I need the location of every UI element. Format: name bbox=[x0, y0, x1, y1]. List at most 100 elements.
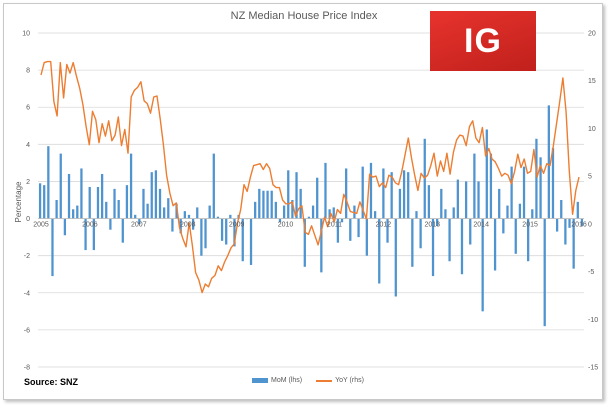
mom-bar bbox=[340, 218, 344, 223]
source-note: Source: SNZ bbox=[24, 377, 79, 387]
mom-bar bbox=[427, 185, 431, 219]
x-tick-label: 2007 bbox=[131, 222, 147, 229]
mom-bar bbox=[365, 218, 368, 256]
mom-bar bbox=[411, 218, 414, 267]
mom-bar bbox=[43, 185, 46, 219]
mom-bar bbox=[146, 203, 149, 219]
mom-bar bbox=[175, 203, 178, 219]
mom-bar bbox=[76, 205, 79, 219]
mom-bar bbox=[332, 207, 335, 219]
mom-bar bbox=[535, 138, 538, 219]
mom-bar bbox=[440, 188, 443, 219]
x-tick-label: 2010 bbox=[278, 222, 294, 229]
mom-bar bbox=[576, 201, 579, 219]
legend-label-mom: MoM (lhs) bbox=[271, 377, 303, 384]
mom-bar bbox=[415, 211, 418, 219]
mom-bar bbox=[555, 218, 559, 232]
x-tick-label: 2011 bbox=[327, 222, 342, 229]
mom-bar bbox=[129, 153, 133, 219]
mom-bar bbox=[518, 203, 522, 219]
mom-bar bbox=[373, 211, 377, 219]
chart-title: NZ Median House Price Index bbox=[230, 10, 378, 22]
mom-bar bbox=[299, 188, 302, 219]
y-right-tick-label: -10 bbox=[588, 317, 598, 324]
y-left-tick-label: -4 bbox=[24, 290, 30, 297]
mom-bar bbox=[216, 216, 220, 219]
x-tick-label: 2008 bbox=[180, 222, 196, 229]
mom-bar bbox=[539, 157, 542, 219]
mom-bar bbox=[452, 207, 455, 219]
y-left-tick-label: 10 bbox=[22, 31, 30, 38]
mom-bar bbox=[506, 205, 509, 219]
y-left-tick-label: -2 bbox=[24, 253, 30, 260]
mom-bar bbox=[109, 218, 112, 230]
legend-swatch-mom bbox=[252, 378, 268, 383]
mom-bars bbox=[38, 105, 584, 327]
mom-bar bbox=[138, 218, 141, 225]
mom-bar bbox=[572, 218, 575, 269]
mom-bar bbox=[158, 188, 162, 219]
mom-bar bbox=[262, 190, 265, 219]
mom-bar bbox=[456, 179, 459, 219]
mom-bar bbox=[121, 218, 124, 243]
y-right-tick-label: 5 bbox=[588, 174, 592, 181]
mom-bar bbox=[88, 187, 91, 219]
mom-bar bbox=[96, 187, 100, 219]
mom-bar bbox=[320, 218, 323, 273]
mom-bar bbox=[282, 205, 286, 219]
mom-bar bbox=[196, 207, 199, 219]
mom-bar bbox=[266, 190, 269, 219]
mom-bar bbox=[498, 188, 501, 219]
mom-bar bbox=[179, 218, 182, 234]
mom-bar bbox=[274, 201, 277, 219]
legend-item-mom: MoM (lhs) bbox=[252, 377, 302, 384]
y-right-tick-label: 0 bbox=[588, 221, 592, 228]
mom-bar bbox=[233, 218, 236, 247]
mom-bar bbox=[448, 218, 451, 262]
mom-bar bbox=[278, 218, 282, 223]
mom-bar bbox=[336, 218, 340, 243]
mom-bar bbox=[229, 214, 232, 219]
mom-bar bbox=[183, 211, 186, 219]
mom-bar bbox=[220, 218, 224, 241]
mom-bar bbox=[212, 153, 215, 219]
mom-bar bbox=[291, 200, 294, 219]
mom-bar bbox=[92, 218, 95, 251]
mom-bar bbox=[369, 162, 373, 219]
mom-bar bbox=[560, 200, 563, 219]
mom-bar bbox=[402, 170, 406, 219]
y-left-tick-label: -8 bbox=[24, 365, 30, 372]
mom-bar bbox=[477, 181, 480, 219]
mom-bar bbox=[316, 177, 319, 219]
mom-bar bbox=[514, 218, 517, 254]
x-tick-label: 2005 bbox=[33, 222, 49, 229]
mom-bar bbox=[142, 188, 145, 219]
mom-bar bbox=[349, 218, 352, 241]
mom-bar bbox=[473, 153, 476, 219]
ig-logo: IG bbox=[430, 11, 536, 71]
y-axis-label: Percentage bbox=[14, 181, 23, 222]
mom-bar bbox=[398, 188, 402, 219]
mom-bar bbox=[502, 218, 505, 234]
mom-bar bbox=[258, 188, 261, 219]
mom-bar bbox=[531, 209, 534, 219]
mom-bar bbox=[568, 218, 571, 228]
mom-bar bbox=[55, 200, 58, 219]
mom-bar bbox=[154, 170, 158, 219]
mom-bar bbox=[72, 209, 75, 219]
mom-bar bbox=[134, 214, 137, 219]
chart-legend: MoM (lhs) YoY (rhs) bbox=[252, 377, 364, 384]
mom-bar bbox=[191, 218, 195, 230]
mom-bar bbox=[419, 218, 422, 249]
mom-bar bbox=[311, 205, 315, 219]
mom-bar bbox=[208, 205, 211, 219]
mom-bar bbox=[163, 207, 166, 219]
mom-bar bbox=[382, 168, 385, 219]
mom-bar bbox=[295, 172, 298, 219]
mom-bar bbox=[307, 216, 311, 219]
mom-bar bbox=[564, 218, 567, 245]
x-tick-label: 2013 bbox=[424, 222, 440, 229]
mom-bar bbox=[547, 105, 550, 219]
mom-bar bbox=[328, 209, 331, 219]
